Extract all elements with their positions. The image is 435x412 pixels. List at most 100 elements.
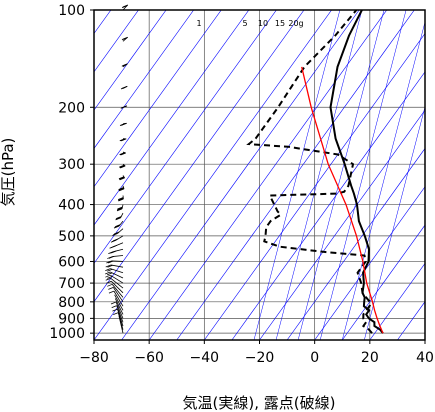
- wind-barb-flag: [106, 260, 112, 264]
- isotherm-line: [259, 109, 425, 340]
- wind-barb: [111, 280, 124, 294]
- wind-barb-flag: [112, 308, 118, 312]
- wind-barb-flag: [105, 277, 111, 281]
- y-tick-label: 400: [58, 198, 85, 214]
- mixing-ratio-label: 15: [275, 19, 285, 28]
- wind-barb: [121, 204, 124, 209]
- wind-barb-flag: [117, 207, 123, 210]
- y-tick-label: 1000: [49, 326, 85, 342]
- x-tick-label: −60: [134, 350, 164, 366]
- wind-barb: [111, 284, 124, 298]
- wind-barb-flag: [108, 287, 114, 290]
- isotherm-line: [369, 262, 425, 340]
- wind-barb: [110, 268, 124, 274]
- wind-barb-flag: [114, 224, 120, 228]
- isotherm-line: [94, 10, 194, 149]
- mixing-ratio-line: [253, 10, 341, 340]
- wind-barb: [122, 185, 125, 189]
- wind-barb-flag: [116, 216, 122, 219]
- wind-barb: [111, 260, 124, 262]
- isotherm-line: [94, 10, 139, 73]
- wind-barb-flag: [107, 276, 113, 279]
- parcel-line: [301, 66, 384, 334]
- dewpoint-line: [246, 10, 373, 334]
- x-tick-label: −80: [79, 350, 109, 366]
- wind-barb-flag: [118, 197, 124, 201]
- wind-barb-flag: [111, 244, 118, 248]
- wind-barb-flag: [121, 37, 128, 41]
- mixing-ratio-label: 5: [242, 19, 247, 28]
- wind-barb-flag: [107, 268, 113, 272]
- wind-barb-flag: [118, 187, 124, 190]
- y-tick-label: 600: [58, 254, 85, 270]
- y-tick-label: 900: [58, 311, 85, 327]
- wind-barb: [118, 220, 124, 227]
- pressure-gridlines: [94, 9, 425, 340]
- isotherm-line: [94, 10, 277, 264]
- wind-barb-flag: [112, 238, 119, 242]
- mixing-ratio-labels: 1 5 10 15 20g: [196, 19, 303, 28]
- wind-barb-flag: [108, 256, 115, 259]
- mixing-ratio-line: [342, 21, 425, 340]
- wind-barb-flag: [107, 260, 114, 264]
- wind-barb-flag: [105, 271, 111, 275]
- wind-barb-flag: [121, 63, 127, 67]
- x-tick-label: 20: [361, 350, 379, 366]
- wind-barb-flag: [106, 280, 112, 284]
- wind-barb-flag: [117, 207, 123, 211]
- wind-barb-flag: [113, 312, 119, 316]
- wind-barb-flag: [122, 4, 128, 8]
- wind-barb-flag: [115, 216, 122, 220]
- wind-barb-flag: [119, 138, 125, 142]
- wind-barb-flag: [118, 176, 125, 180]
- x-axis-title: 気温(実線), 露点(破線): [183, 394, 336, 412]
- isotherm-line: [148, 10, 388, 340]
- mixing-ratio-line: [364, 105, 425, 340]
- isotherm-line: [121, 10, 360, 340]
- wind-barb-flag: [118, 198, 124, 202]
- isotherm-line: [314, 186, 425, 340]
- wind-barb-flag: [113, 225, 120, 229]
- wind-barb-flag: [119, 177, 125, 180]
- wind-barb-flag: [105, 264, 111, 268]
- wind-barb: [117, 312, 124, 330]
- wind-barb: [110, 264, 124, 268]
- wind-barb-flag: [110, 301, 117, 305]
- mixing-ratio-line: [319, 10, 407, 340]
- wind-barb-flag: [107, 256, 113, 259]
- wind-barb: [110, 274, 124, 284]
- x-tick-label: 40: [416, 350, 434, 366]
- temperature-line: [329, 10, 384, 334]
- y-tick-label: 100: [58, 3, 85, 19]
- wind-barb-flag: [108, 290, 115, 294]
- wind-barb-flag: [118, 197, 124, 200]
- y-tick-label: 300: [58, 157, 85, 173]
- wind-barb: [110, 277, 124, 289]
- wind-barb-flag: [120, 86, 127, 90]
- y-tick-label: 200: [58, 100, 85, 116]
- wind-barb-flag: [107, 264, 113, 268]
- sounding-profiles: [246, 10, 384, 334]
- wind-barb-flag: [118, 187, 124, 191]
- wind-barb-flag: [111, 250, 117, 254]
- isotherm-line: [204, 33, 425, 340]
- wind-barb-flag: [119, 152, 125, 155]
- x-axis-ticks: −80 −60 −40 −20 0 20 40: [79, 340, 434, 366]
- wind-barb-flag: [113, 231, 120, 235]
- wind-barb: [110, 271, 124, 279]
- wind-barb-flag: [119, 177, 125, 181]
- wind-barbs: [105, 4, 129, 334]
- isotherm-line: [286, 147, 425, 340]
- wind-barb-flag: [111, 305, 117, 308]
- wind-barb-flag: [105, 274, 111, 278]
- wind-barb-flag: [115, 217, 121, 221]
- isotherm-line: [94, 10, 167, 111]
- mixing-ratio-label: 10: [258, 19, 268, 28]
- isotherm-line: [94, 10, 305, 303]
- isotherm-line: [94, 10, 250, 226]
- isotherm-line: [176, 10, 415, 340]
- wind-barb-flag: [107, 283, 113, 287]
- x-tick-label: −40: [190, 350, 220, 366]
- isotherm-line: [424, 339, 425, 340]
